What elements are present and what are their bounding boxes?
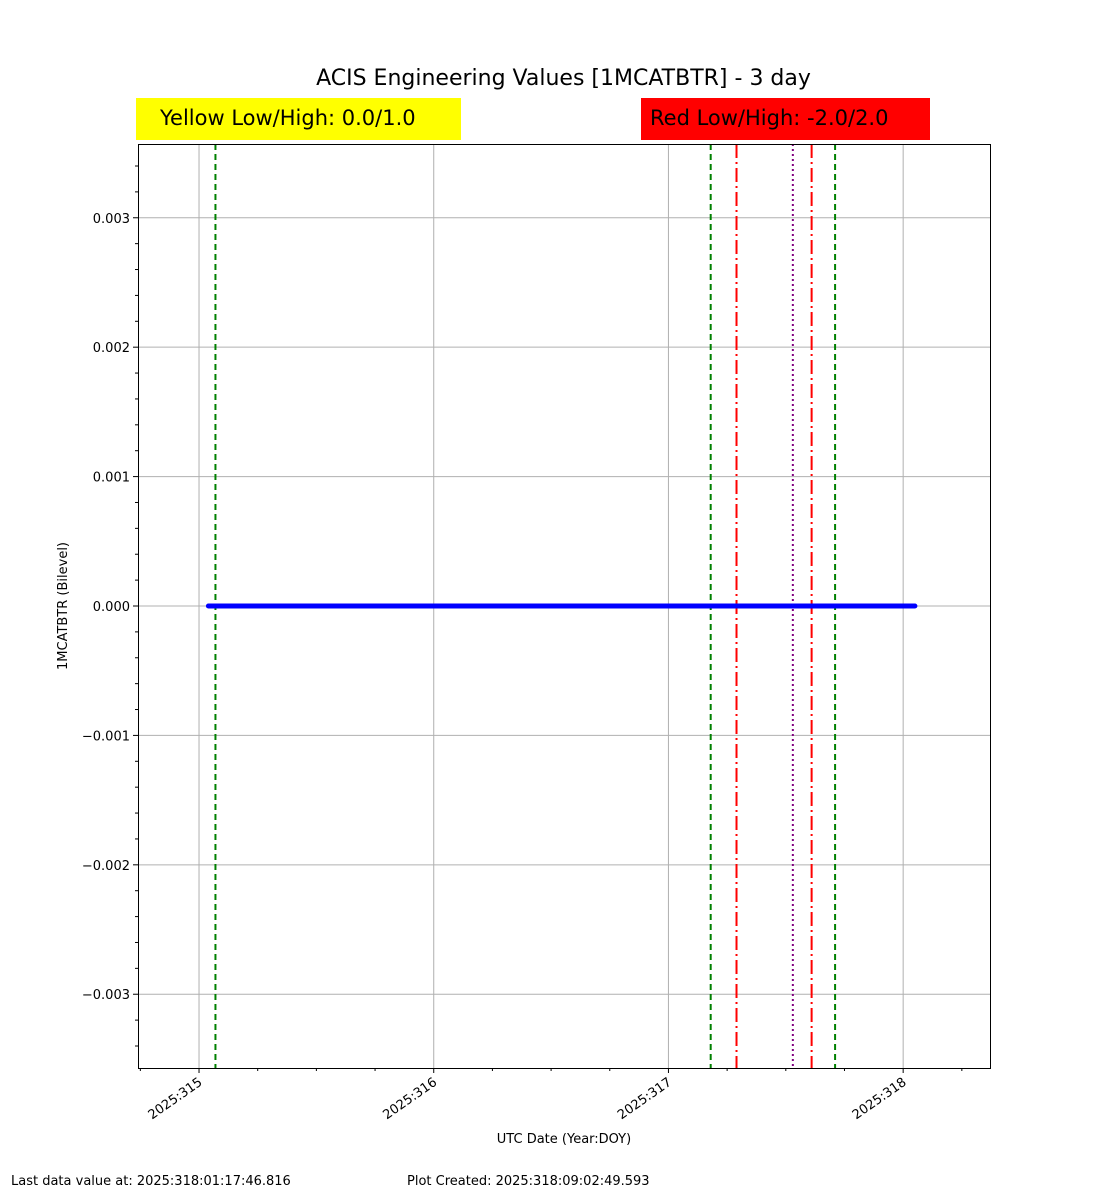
plot-created: Plot Created: 2025:318:09:02:49.593: [407, 1174, 650, 1189]
x-tick-label: 2025:315: [146, 1075, 206, 1123]
x-tick-label: 2025:316: [380, 1075, 440, 1123]
y-tick-label: 0.000: [93, 600, 130, 615]
y-tick-label: −0.001: [82, 729, 130, 744]
y-tick-label: 0.003: [93, 212, 130, 227]
chart-title: ACIS Engineering Values [1MCATBTR] - 3 d…: [316, 66, 811, 91]
tick-layer: 2025:315 2025:316 2025:317 2025:318 0.003 0.0…: [82, 165, 963, 1123]
yellow-limit-box: Yellow Low/High: 0.0/1.0: [136, 98, 461, 140]
x-tick-label: 2025:317: [615, 1075, 675, 1123]
y-tick-label: −0.002: [82, 859, 130, 874]
x-tick-label: 2025:318: [850, 1075, 910, 1123]
y-tick-label: 0.002: [93, 341, 130, 356]
last-data-value: Last data value at: 2025:318:01:17:46.81…: [11, 1174, 291, 1189]
red-limit-box: Red Low/High: -2.0/2.0: [641, 98, 930, 140]
x-axis-label: UTC Date (Year:DOY): [497, 1132, 631, 1147]
y-axis-label: 1MCATBTR (Bilevel): [56, 542, 71, 670]
y-tick-label: −0.003: [82, 988, 130, 1003]
plot-frame: [138, 144, 991, 1069]
y-tick-label: 0.001: [93, 471, 130, 486]
